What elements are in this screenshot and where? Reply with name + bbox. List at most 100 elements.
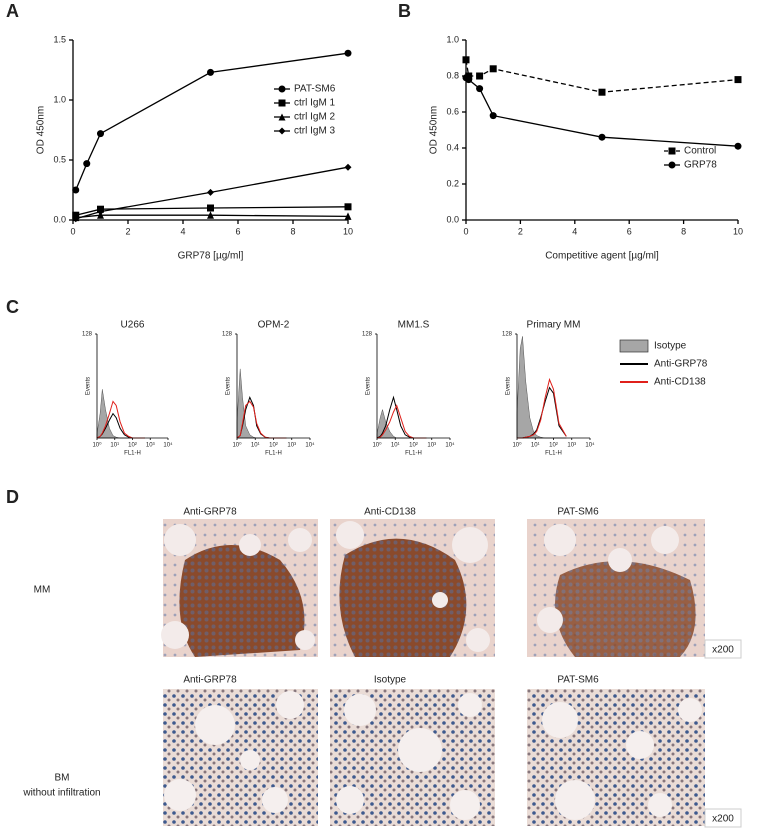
x-tick-label: 10³ — [287, 443, 296, 449]
series-line — [465, 59, 739, 93]
x-axis-label: FL1-H — [124, 451, 141, 457]
x-tick-label: 4 — [572, 226, 577, 236]
x-tick-label: 10⁴ — [585, 442, 595, 449]
chart-title: MM1.S — [398, 320, 430, 331]
x-tick-label: 10² — [128, 443, 137, 449]
legend-label: PAT-SM6 — [294, 84, 336, 95]
marker — [97, 130, 104, 138]
legend-label: ctrl IgM 2 — [294, 112, 336, 123]
x-tick-label: 10⁰ — [512, 442, 522, 449]
y-tick-label: 1.0 — [53, 94, 66, 104]
marker — [598, 88, 606, 96]
x-tick-label: 0 — [463, 226, 468, 236]
marker — [476, 85, 484, 93]
x-tick-label: 8 — [681, 226, 686, 236]
x-tick-label: 2 — [518, 226, 523, 236]
x-axis-label: FL1-H — [265, 451, 282, 457]
marker — [72, 186, 80, 194]
row-label: without infiltration — [22, 788, 100, 799]
x-tick-label: 4 — [180, 226, 185, 236]
marker — [207, 188, 214, 196]
x-tick-label: 10² — [549, 443, 558, 449]
magnification-box — [704, 808, 742, 828]
panel-label: A — [6, 1, 19, 21]
marker — [207, 68, 214, 76]
series-line — [75, 166, 349, 220]
x-tick-label: 10² — [409, 443, 418, 449]
x-tick-label: 10¹ — [531, 443, 540, 449]
marker — [734, 142, 742, 150]
chart-title: Primary MM — [527, 320, 581, 331]
series-line — [75, 214, 349, 219]
legend-swatch — [619, 339, 649, 353]
marker — [489, 112, 497, 120]
panel-label: B — [398, 1, 411, 21]
micrograph — [330, 519, 495, 657]
x-tick-label: 6 — [235, 226, 240, 236]
y-tick-label: 128 — [82, 332, 93, 338]
y-tick-label: 1.5 — [53, 34, 66, 44]
panel-label: C — [6, 297, 19, 317]
micrograph — [527, 689, 705, 826]
x-tick-label: 10³ — [146, 443, 155, 449]
column-title: Isotype — [374, 675, 407, 686]
y-tick-label: 1.0 — [446, 34, 459, 44]
legend-label: ctrl IgM 1 — [294, 98, 336, 109]
marker — [344, 163, 352, 171]
legend-marker — [278, 113, 286, 121]
x-tick-label: 0 — [70, 226, 75, 236]
histogram-area — [376, 408, 427, 439]
x-tick-label: 10 — [343, 226, 353, 236]
x-tick-label: 10⁴ — [163, 442, 173, 449]
x-tick-label: 10⁰ — [92, 442, 102, 449]
y-tick-label: 128 — [222, 332, 233, 338]
y-tick-label: 0.0 — [53, 214, 66, 224]
y-tick-label: 0.8 — [446, 70, 459, 80]
marker — [344, 212, 352, 220]
x-tick-label: 10 — [733, 226, 743, 236]
row-label: BM — [55, 773, 70, 784]
magnification-box — [704, 639, 742, 659]
legend-label: ctrl IgM 3 — [294, 126, 336, 137]
y-tick-label: 0.0 — [446, 214, 459, 224]
x-tick-label: 10⁴ — [445, 442, 455, 449]
y-axis-label: OD 450nm — [36, 106, 47, 154]
chart-title: OPM-2 — [258, 320, 290, 331]
x-tick-label: 10³ — [427, 443, 436, 449]
y-axis-label: Events — [506, 377, 512, 395]
x-tick-label: 10³ — [567, 443, 576, 449]
marker — [207, 204, 214, 212]
panel-label: D — [6, 487, 19, 507]
x-tick-label: 2 — [125, 226, 130, 236]
legend-label: Anti-CD138 — [654, 377, 706, 388]
legend-label: Isotype — [654, 341, 687, 352]
marker — [489, 65, 497, 73]
legend-marker — [668, 161, 676, 169]
x-axis-label: GRP78 [µg/ml] — [178, 251, 244, 262]
x-axis-label: Competitive agent [µg/ml] — [545, 251, 659, 262]
series-line — [75, 206, 349, 216]
column-title: PAT-SM6 — [557, 507, 599, 518]
chart-title: U266 — [121, 320, 145, 331]
y-axis-label: Events — [86, 377, 92, 395]
column-title: Anti-GRP78 — [183, 507, 237, 518]
marker — [476, 72, 484, 80]
x-tick-label: 10² — [269, 443, 278, 449]
x-tick-label: 8 — [290, 226, 295, 236]
marker — [97, 208, 104, 216]
x-tick-label: 6 — [627, 226, 632, 236]
row-label: MM — [34, 585, 51, 596]
marker — [734, 76, 742, 84]
marker — [83, 160, 91, 168]
y-tick-label: 128 — [362, 332, 373, 338]
legend-marker — [668, 147, 676, 155]
magnification: x200 — [712, 645, 734, 656]
micrograph — [163, 689, 318, 826]
micrograph — [330, 689, 495, 826]
column-title: Anti-GRP78 — [183, 675, 237, 686]
y-tick-label: 0.4 — [446, 142, 459, 152]
marker — [465, 76, 473, 84]
legend-marker — [278, 85, 286, 93]
x-tick-label: 10¹ — [251, 443, 260, 449]
